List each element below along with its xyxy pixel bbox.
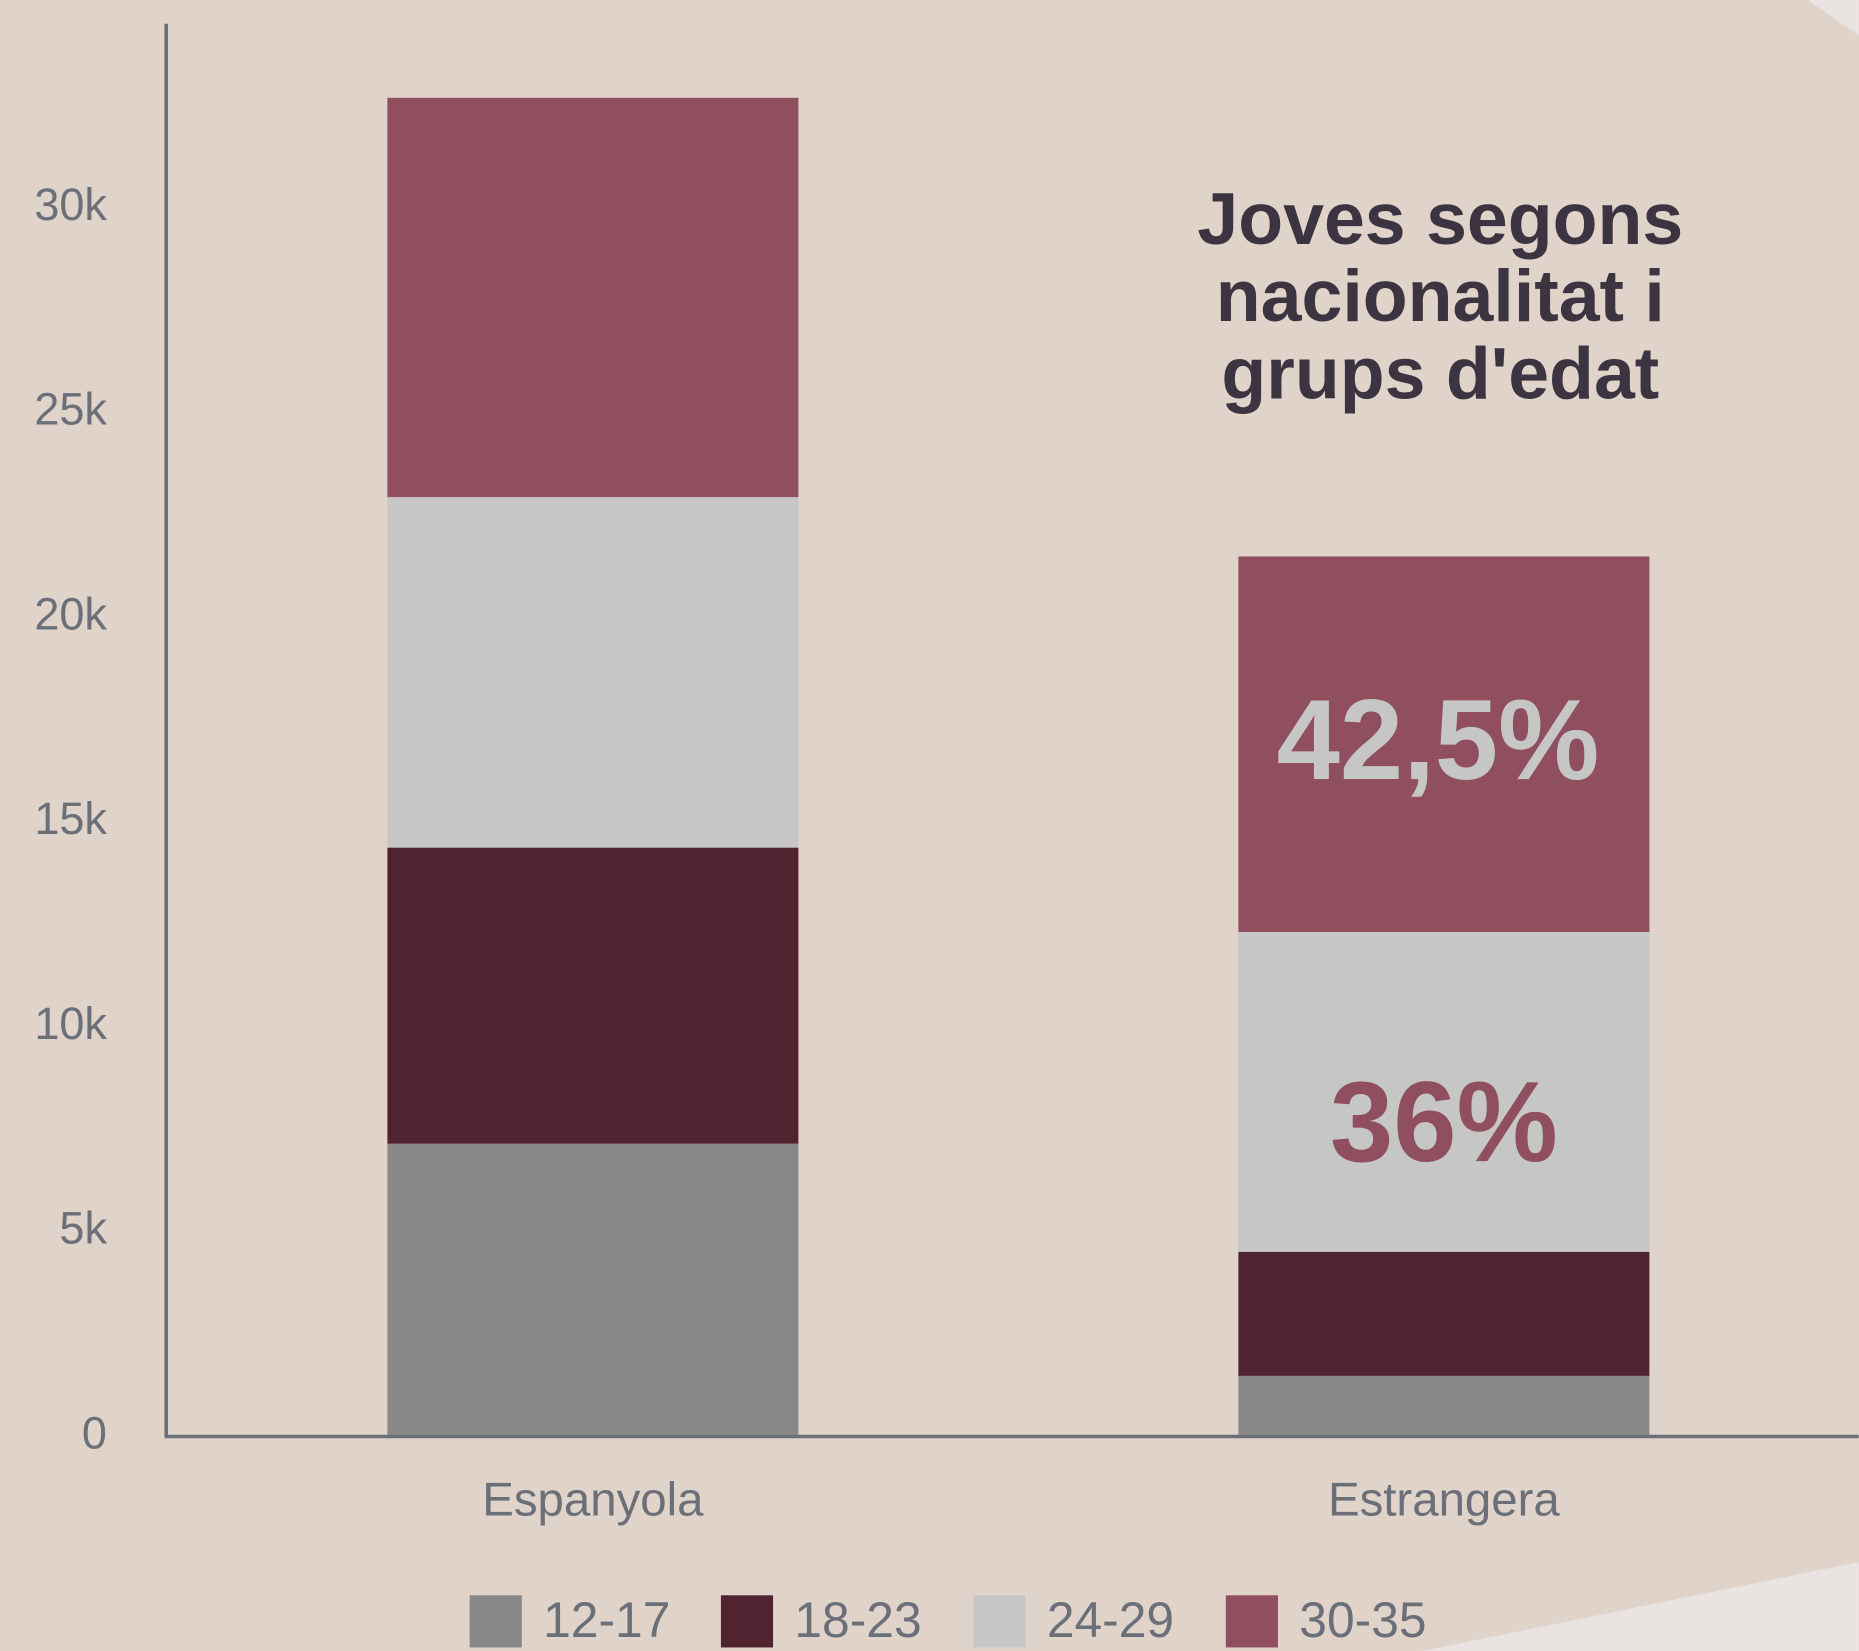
decoration (1422, 1562, 1859, 1651)
x-tick-label: Espanyola (482, 1473, 704, 1526)
bar-segment (1238, 931, 1650, 1252)
annotation: 36% (1330, 1059, 1558, 1186)
legend-label: 24-29 (1047, 1592, 1174, 1648)
bar-segment (1238, 1375, 1650, 1437)
bar-segment (387, 1143, 799, 1437)
y-tick-label: 10k (34, 998, 107, 1049)
y-tick-label: 5k (59, 1203, 107, 1254)
bar-segment (1238, 556, 1650, 932)
legend-label: 18-23 (794, 1592, 921, 1648)
chart-title: Joves segons nacionalitat i grups d'edat (1197, 178, 1683, 415)
bar-segment (387, 847, 799, 1144)
bar-segment (387, 97, 799, 498)
legend-swatch (720, 1595, 774, 1648)
y-tick-label: 25k (34, 384, 107, 435)
bar-segment (1238, 1251, 1650, 1376)
legend-swatch (469, 1595, 522, 1648)
y-tick-label: 15k (34, 793, 107, 844)
decoration (1807, 0, 1859, 36)
y-tick-label: 20k (34, 588, 107, 639)
legend-label: 30-35 (1299, 1592, 1426, 1648)
legend-label: 12-17 (543, 1592, 670, 1648)
y-tick-label: 30k (34, 179, 107, 230)
annotation: 42,5% (1277, 677, 1600, 804)
legend-swatch (1225, 1595, 1278, 1648)
x-tick-label: Estrangera (1328, 1473, 1560, 1526)
y-tick-label: 0 (82, 1407, 107, 1458)
legend-swatch (973, 1595, 1026, 1648)
bar-segment (387, 497, 799, 848)
